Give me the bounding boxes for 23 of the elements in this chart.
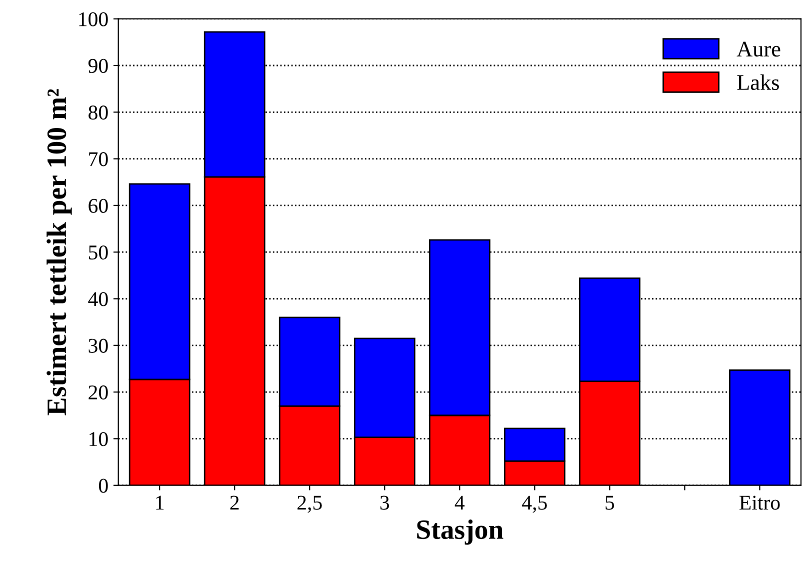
y-tick-label: 90 bbox=[88, 58, 108, 73]
x-axis-title: Stasjon bbox=[417, 520, 504, 545]
x-tick-label: 2 bbox=[230, 496, 239, 510]
legend-label: Laks bbox=[737, 74, 779, 90]
x-tick-label: Eitro bbox=[739, 496, 780, 510]
y-tick-label: 10 bbox=[90, 432, 108, 446]
x-tick-label: 5 bbox=[606, 496, 614, 510]
y-tick-label: 40 bbox=[88, 292, 108, 306]
x-tick-label: 1 bbox=[156, 496, 164, 510]
x-tick-label: 3 bbox=[380, 496, 390, 510]
y-tick-label: 70 bbox=[89, 152, 108, 166]
x-tick-label: 4,5 bbox=[522, 496, 547, 513]
y-axis-title: Estimert tettleik per 100 m² bbox=[46, 89, 72, 416]
y-tick-label: 100 bbox=[79, 12, 108, 26]
y-tick-label: 20 bbox=[88, 385, 108, 400]
y-tick-label: 80 bbox=[88, 106, 108, 120]
y-tick-label: 60 bbox=[88, 198, 108, 213]
x-tick-label: 4 bbox=[454, 496, 465, 510]
y-tick-label: 0 bbox=[98, 478, 108, 493]
legend-label: Aure bbox=[736, 42, 780, 57]
y-tick-label: 50 bbox=[88, 245, 108, 260]
y-tick-label: 30 bbox=[88, 338, 108, 353]
x-tick-label: 2,5 bbox=[298, 496, 322, 513]
